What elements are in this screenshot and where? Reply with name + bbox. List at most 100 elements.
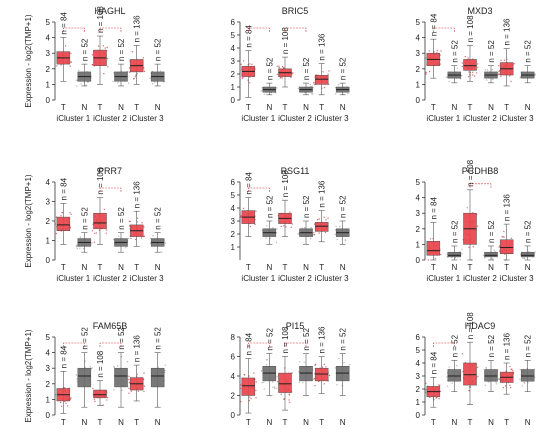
- data-point: [93, 241, 96, 243]
- data-point: [128, 375, 130, 377]
- data-point: [276, 65, 278, 67]
- sample-size-label: n = 52: [154, 38, 163, 61]
- group-label: N: [155, 263, 161, 272]
- data-point: [249, 63, 251, 65]
- y-tick-label: 5: [46, 18, 51, 27]
- data-point: [149, 237, 152, 240]
- group-label: T: [431, 263, 436, 272]
- y-tick-label: 4: [231, 204, 236, 213]
- data-point: [313, 231, 315, 234]
- group-label: N: [340, 418, 346, 427]
- data-point: [440, 253, 442, 256]
- data-point: [251, 63, 253, 65]
- data-point: [283, 225, 285, 227]
- data-point: [484, 69, 487, 71]
- data-point: [128, 220, 131, 222]
- data-point: [288, 393, 291, 395]
- data-point: [106, 46, 108, 49]
- box: [484, 369, 498, 382]
- group-label: T: [98, 263, 103, 272]
- data-point: [484, 384, 486, 386]
- data-point: [461, 65, 464, 68]
- sample-size-label: n = 52: [487, 334, 496, 357]
- sample-size-label: n = 136: [133, 181, 142, 208]
- cluster-label: iCluster 3: [130, 114, 164, 123]
- data-point: [502, 386, 505, 389]
- data-point: [534, 251, 536, 253]
- data-point: [310, 227, 312, 229]
- y-tick-label: 0: [46, 96, 51, 105]
- sample-size-label: n = 108: [96, 350, 105, 377]
- data-point: [55, 232, 58, 235]
- group-label: T: [431, 103, 436, 112]
- sample-size-label: n = 52: [302, 195, 311, 218]
- data-point: [137, 390, 140, 392]
- data-point: [519, 368, 521, 371]
- data-point: [66, 405, 69, 407]
- group-label: T: [246, 263, 251, 272]
- data-point: [454, 257, 457, 259]
- data-point: [321, 366, 324, 368]
- data-point: [280, 225, 282, 228]
- chart-title: BRIC5: [282, 6, 309, 16]
- cluster-label: iCluster 1: [241, 274, 275, 283]
- data-point: [509, 75, 511, 77]
- group-label: N: [266, 103, 272, 112]
- data-point: [424, 388, 427, 391]
- data-point: [143, 390, 145, 393]
- y-tick-label: 3: [231, 57, 236, 66]
- data-point: [428, 50, 430, 52]
- data-point: [343, 361, 345, 364]
- data-point: [424, 391, 427, 394]
- data-point: [130, 237, 132, 240]
- data-point: [446, 376, 448, 378]
- sample-size-label: n = 84: [429, 13, 438, 36]
- data-point: [338, 225, 341, 228]
- data-point: [428, 70, 431, 73]
- y-tick-label: 2: [416, 65, 421, 74]
- data-point: [136, 217, 139, 220]
- data-point: [128, 387, 130, 390]
- sample-size-label: n = 52: [154, 207, 163, 230]
- data-point: [491, 257, 493, 260]
- data-point: [91, 64, 94, 66]
- data-point: [60, 215, 62, 217]
- cluster-label: iCluster 1: [426, 274, 460, 283]
- sample-size-label: n = 52: [339, 328, 348, 351]
- data-point: [273, 386, 276, 388]
- data-point: [95, 232, 97, 234]
- data-point: [279, 77, 282, 79]
- data-point: [459, 78, 462, 80]
- data-point: [337, 84, 340, 86]
- data-point: [59, 401, 62, 404]
- group-label: N: [303, 263, 309, 272]
- data-point: [75, 79, 78, 81]
- y-tick-label: 1: [416, 398, 421, 407]
- data-point: [510, 386, 512, 389]
- data-point: [60, 405, 63, 408]
- y-tick-label: 4: [416, 194, 421, 203]
- data-point: [290, 76, 292, 79]
- data-point: [105, 229, 108, 231]
- y-tick-label: 5: [231, 191, 236, 200]
- data-point: [76, 378, 78, 380]
- data-point: [477, 66, 479, 69]
- chart-title: HAGHL: [94, 6, 125, 16]
- y-tick-label: 2: [46, 380, 51, 389]
- y-tick-label: 6: [231, 353, 236, 362]
- data-point: [143, 372, 145, 374]
- data-point: [425, 73, 427, 75]
- data-point: [468, 71, 470, 73]
- group-label: N: [340, 263, 346, 272]
- sample-size-label: n = 136: [318, 326, 327, 353]
- data-point: [314, 364, 316, 366]
- data-point: [113, 389, 115, 391]
- data-point: [429, 396, 431, 399]
- group-label: T: [504, 103, 509, 112]
- group-label: T: [246, 418, 251, 427]
- sample-size-label: n = 136: [503, 194, 512, 221]
- data-point: [278, 65, 280, 68]
- data-point: [498, 246, 500, 248]
- data-point: [75, 85, 78, 87]
